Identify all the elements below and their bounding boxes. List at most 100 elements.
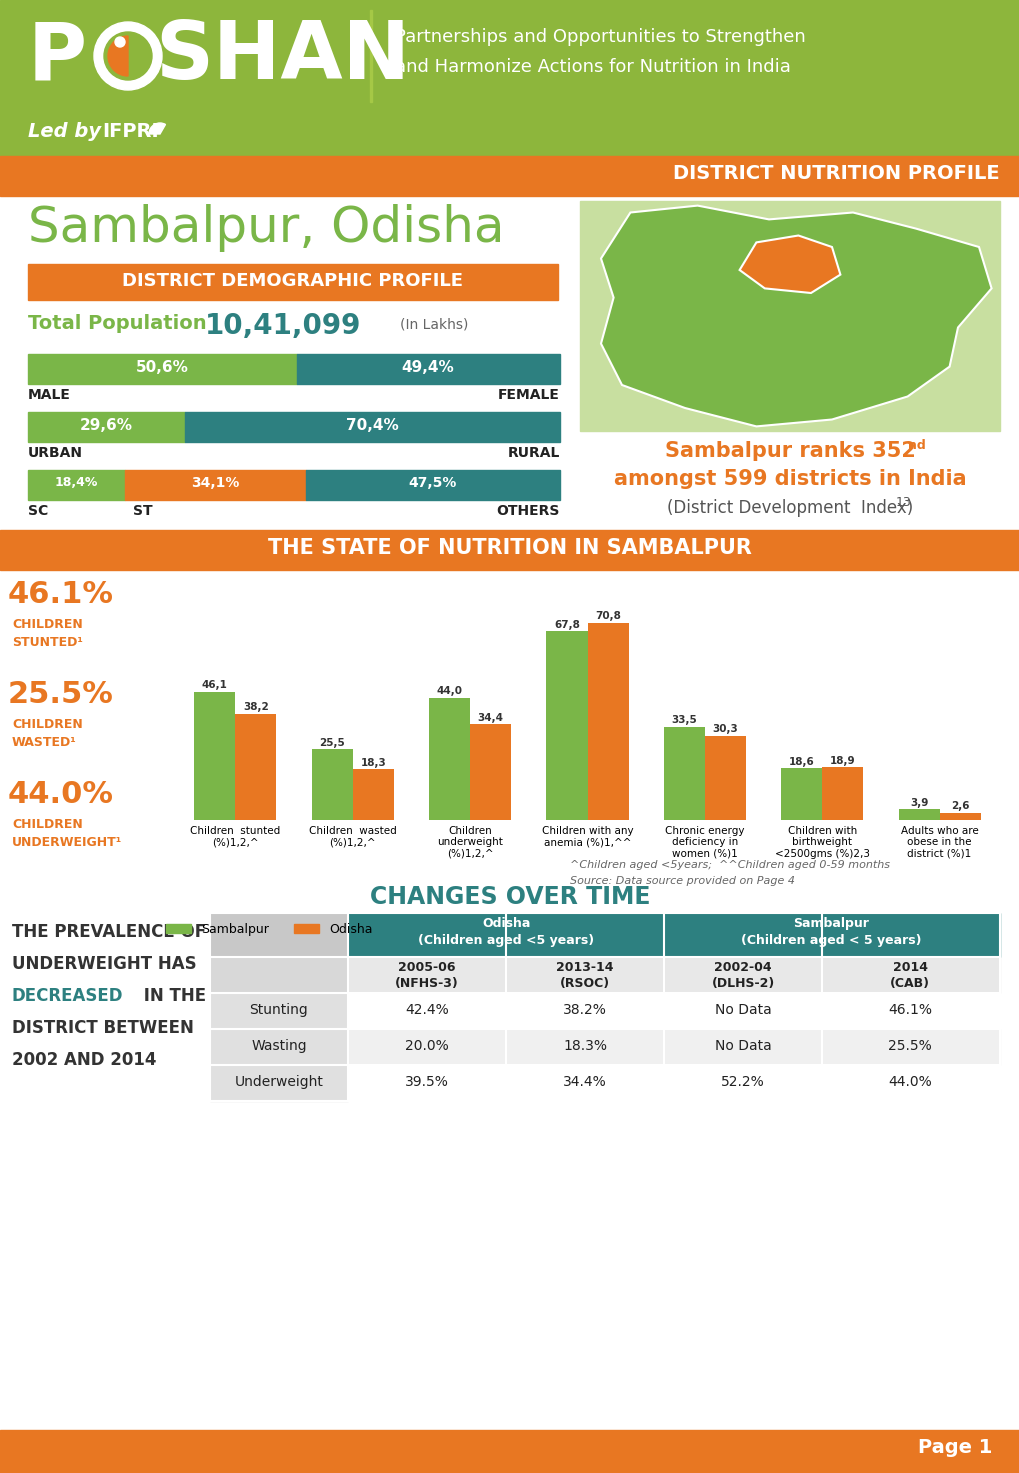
Bar: [0, 156, 1019, 196]
Text: 18,9: 18,9: [829, 756, 855, 766]
Text: (District Development  Index): (District Development Index): [666, 499, 912, 517]
Text: CHILDREN
UNDERWEIGHT¹: CHILDREN UNDERWEIGHT¹: [12, 818, 122, 848]
Bar: [28, 470, 125, 499]
Bar: [306, 470, 559, 499]
Text: RURAL: RURAL: [507, 446, 559, 460]
Text: Source: Data source provided on Page 4: Source: Data source provided on Page 4: [570, 876, 794, 885]
Text: 18,4%: 18,4%: [54, 476, 98, 489]
Text: 10,41,099: 10,41,099: [205, 312, 361, 340]
Text: 2002 AND 2014: 2002 AND 2014: [12, 1052, 156, 1069]
Text: SC: SC: [28, 504, 48, 518]
Text: Page 1: Page 1: [917, 1438, 991, 1457]
Text: No Data: No Data: [714, 1038, 770, 1053]
Bar: [580, 200, 999, 432]
Text: ST: ST: [132, 504, 153, 518]
Text: Sambalpur, Odisha: Sambalpur, Odisha: [28, 203, 504, 252]
Bar: [663, 957, 821, 993]
Bar: [821, 993, 999, 1030]
Bar: [125, 470, 306, 499]
Bar: [297, 354, 559, 384]
Text: CHANGES OVER TIME: CHANGES OVER TIME: [370, 885, 650, 909]
Text: 18,6: 18,6: [788, 757, 814, 767]
Bar: [210, 993, 347, 1030]
Text: 39.5%: 39.5%: [405, 1075, 448, 1089]
Text: 34.4%: 34.4%: [562, 1075, 606, 1089]
Bar: [546, 632, 587, 820]
Bar: [898, 809, 938, 820]
Text: 70,4%: 70,4%: [345, 418, 398, 433]
Text: 29,6%: 29,6%: [79, 418, 132, 433]
Bar: [505, 957, 663, 993]
Bar: [505, 1030, 663, 1065]
Text: 52.2%: 52.2%: [720, 1075, 764, 1089]
Bar: [704, 735, 745, 820]
Legend: Sambalpur, Odisha: Sambalpur, Odisha: [161, 918, 377, 941]
Bar: [28, 354, 297, 384]
Bar: [663, 1065, 821, 1100]
Bar: [470, 725, 511, 820]
Bar: [195, 692, 235, 820]
Bar: [210, 957, 347, 993]
Text: 18,3: 18,3: [360, 757, 386, 767]
Bar: [347, 913, 663, 957]
Text: Total Population: Total Population: [28, 314, 213, 333]
Text: 50,6%: 50,6%: [136, 359, 189, 376]
Bar: [210, 1030, 347, 1065]
Text: 25,5: 25,5: [319, 738, 344, 748]
Text: 67,8: 67,8: [553, 620, 580, 630]
Text: Led by: Led by: [28, 122, 108, 141]
Text: 46.1%: 46.1%: [8, 580, 114, 608]
Text: Wasting: Wasting: [251, 1038, 307, 1053]
Text: 18.3%: 18.3%: [562, 1038, 606, 1053]
Bar: [184, 412, 559, 442]
Text: 30,3: 30,3: [712, 725, 738, 734]
Text: 33,5: 33,5: [671, 716, 697, 725]
Text: Underweight: Underweight: [234, 1075, 323, 1089]
Text: 2,6: 2,6: [950, 801, 968, 812]
Text: DISTRICT NUTRITION PROFILE: DISTRICT NUTRITION PROFILE: [673, 164, 999, 183]
Wedge shape: [108, 35, 127, 77]
Text: 70,8: 70,8: [594, 611, 621, 622]
Text: 3,9: 3,9: [909, 798, 927, 807]
Bar: [347, 957, 505, 993]
Text: 13: 13: [895, 496, 911, 510]
Bar: [347, 1030, 505, 1065]
Text: URBAN: URBAN: [28, 446, 83, 460]
Bar: [210, 1065, 347, 1100]
Text: 25.5%: 25.5%: [8, 681, 114, 709]
Text: 42.4%: 42.4%: [405, 1003, 448, 1016]
Bar: [312, 748, 353, 820]
Text: DISTRICT DEMOGRAPHIC PROFILE: DISTRICT DEMOGRAPHIC PROFILE: [122, 273, 463, 290]
Text: amongst 599 districts in India: amongst 599 districts in India: [613, 468, 965, 489]
Bar: [505, 1065, 663, 1100]
Bar: [370, 10, 372, 102]
Text: Partnerships and Opportunities to Strengthen: Partnerships and Opportunities to Streng…: [394, 28, 805, 46]
Bar: [0, 0, 1019, 112]
Text: 2013-14
(RSOC): 2013-14 (RSOC): [556, 960, 613, 990]
Text: FEMALE: FEMALE: [497, 387, 559, 402]
Bar: [28, 412, 184, 442]
Text: 38,2: 38,2: [243, 703, 269, 713]
Text: nd: nd: [907, 439, 925, 452]
Text: (In Lakhs): (In Lakhs): [399, 318, 468, 331]
Text: 34,4: 34,4: [477, 713, 503, 723]
Text: 46.1%: 46.1%: [888, 1003, 931, 1016]
Text: 20.0%: 20.0%: [405, 1038, 448, 1053]
Bar: [821, 767, 862, 820]
Text: ^Children aged <5years;  ^^Children aged 0-59 months: ^Children aged <5years; ^^Children aged …: [570, 860, 890, 871]
Text: OTHERS: OTHERS: [496, 504, 559, 518]
Circle shape: [115, 37, 125, 47]
Bar: [663, 993, 821, 1030]
Text: IN THE: IN THE: [138, 987, 206, 1005]
Text: 2002-04
(DLHS-2): 2002-04 (DLHS-2): [711, 960, 774, 990]
Bar: [663, 1030, 821, 1065]
Text: SHAN: SHAN: [155, 18, 410, 96]
Bar: [663, 726, 704, 820]
Text: 34,1%: 34,1%: [191, 476, 238, 491]
Text: THE STATE OF NUTRITION IN SAMBALPUR: THE STATE OF NUTRITION IN SAMBALPUR: [268, 538, 751, 558]
Bar: [0, 1430, 1019, 1473]
Circle shape: [94, 22, 162, 90]
Bar: [505, 993, 663, 1030]
Text: 44.0%: 44.0%: [8, 781, 114, 809]
Text: 2005-06
(NFHS-3): 2005-06 (NFHS-3): [395, 960, 459, 990]
